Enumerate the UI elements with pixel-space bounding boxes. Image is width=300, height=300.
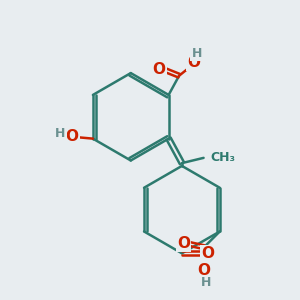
- Text: H: H: [55, 127, 66, 140]
- Text: H: H: [201, 276, 211, 289]
- Text: O: O: [197, 263, 211, 278]
- Text: O: O: [152, 62, 165, 77]
- Text: O: O: [65, 129, 78, 144]
- Text: H: H: [191, 47, 202, 60]
- Text: O: O: [201, 246, 214, 261]
- Text: O: O: [177, 236, 190, 251]
- Text: CH₃: CH₃: [210, 152, 235, 164]
- Text: O: O: [188, 55, 201, 70]
